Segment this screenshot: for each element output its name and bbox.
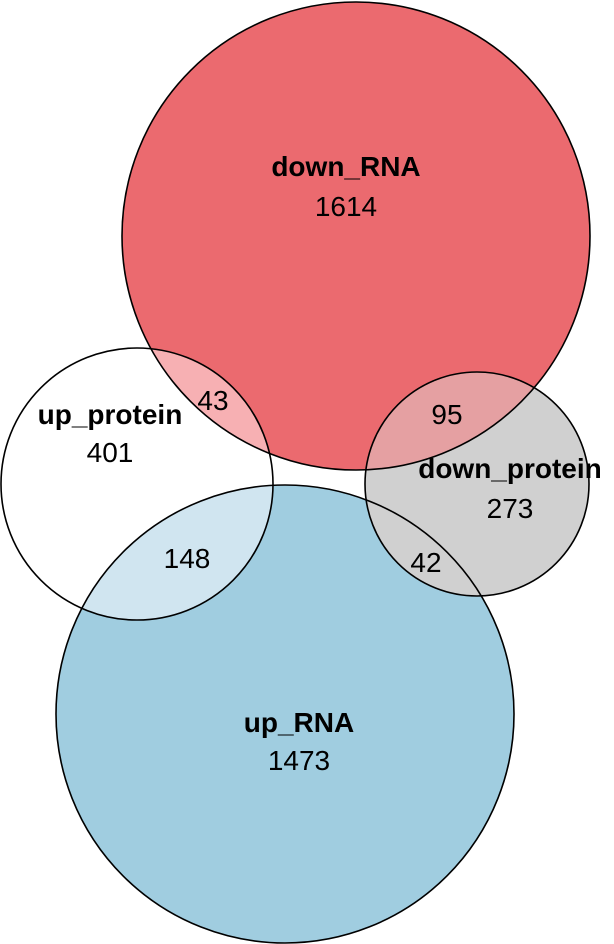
label-up-rna-name: up_RNA xyxy=(244,707,354,738)
overlap-count-down-protein-up-rna: 42 xyxy=(410,547,441,578)
label-down-protein-name: down_protein xyxy=(418,453,602,484)
label-up-protein-count: 401 xyxy=(87,437,134,468)
overlap-count-up-protein-down-rna: 43 xyxy=(197,385,228,416)
label-up-protein-name: up_protein xyxy=(38,399,183,430)
outline-down-protein xyxy=(364,371,590,597)
set-circle-down-rna xyxy=(122,2,590,470)
label-down-rna-count: 1614 xyxy=(315,191,377,222)
label-down-rna-name: down_RNA xyxy=(271,151,420,182)
overlap-region-up-protein-up-rna xyxy=(56,485,273,620)
outline-up-protein xyxy=(0,347,274,621)
overlap-count-up-protein-up-rna: 148 xyxy=(164,543,211,574)
outline-up-rna xyxy=(55,484,515,944)
overlap-count-down-protein-down-rna: 95 xyxy=(431,399,462,430)
label-down-protein-count: 273 xyxy=(487,493,534,524)
label-up-rna-count: 1473 xyxy=(268,745,330,776)
outline-down-rna xyxy=(121,1,591,471)
